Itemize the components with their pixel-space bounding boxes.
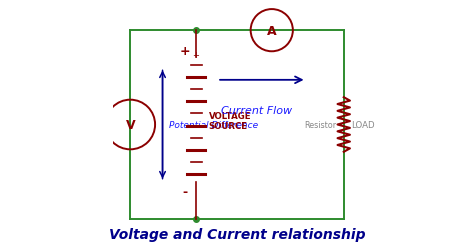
Text: -: - <box>182 185 187 198</box>
Text: +: + <box>180 44 190 57</box>
Text: V: V <box>126 118 135 132</box>
Text: VOLTAGE
SOURCE: VOLTAGE SOURCE <box>209 112 251 131</box>
Text: +: + <box>192 51 200 60</box>
Text: Voltage and Current relationship: Voltage and Current relationship <box>109 227 365 241</box>
Text: Potential Difference: Potential Difference <box>169 120 258 130</box>
Text: A: A <box>267 24 276 38</box>
Text: LOAD: LOAD <box>351 120 375 130</box>
Text: Resistor: Resistor <box>304 120 336 130</box>
Text: Current Flow: Current Flow <box>221 105 292 115</box>
